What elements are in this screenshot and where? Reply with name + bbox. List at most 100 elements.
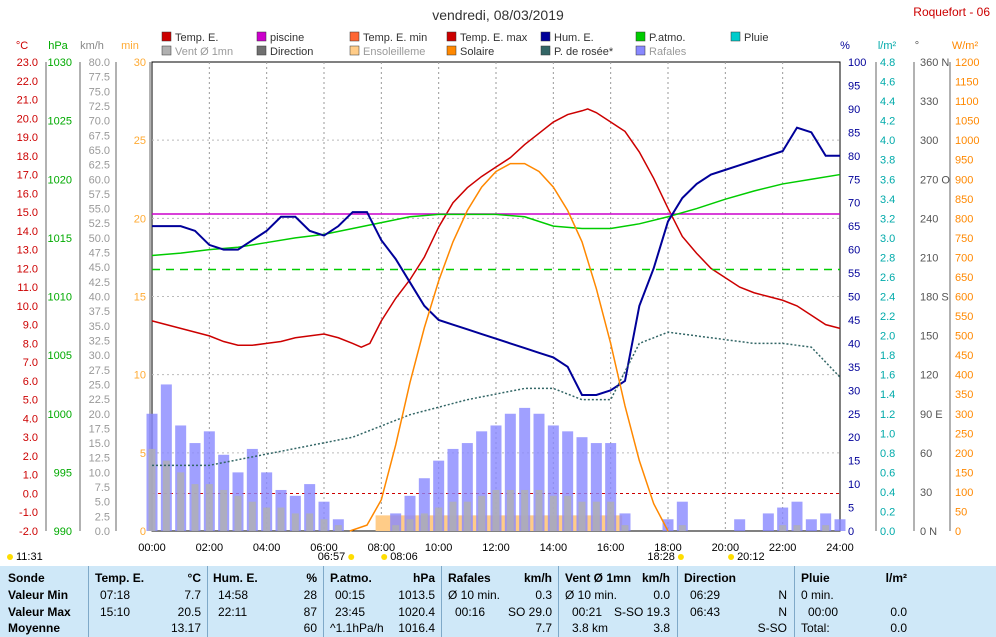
humidity-axis-tick: 55 bbox=[848, 268, 860, 280]
temp-axis-tick: 17.0 bbox=[17, 170, 38, 182]
wind-axis-tick: 40.0 bbox=[89, 292, 110, 304]
wind-bar bbox=[318, 501, 330, 531]
legend-swatch bbox=[635, 45, 646, 56]
hour-label: 02:00 bbox=[196, 542, 224, 554]
dir-min-time: 06:29 bbox=[690, 588, 721, 602]
temp-axis-tick: 9.0 bbox=[23, 320, 38, 332]
rain-axis-tick: 4.2 bbox=[880, 116, 895, 128]
wind-axis-tick: 70.0 bbox=[89, 116, 110, 128]
wind-bar bbox=[676, 501, 688, 531]
pluie-unit: l/m² bbox=[885, 571, 907, 585]
legend-swatch bbox=[540, 45, 551, 56]
temp-axis-tick: 8.0 bbox=[23, 338, 38, 350]
hour-label: 00:00 bbox=[138, 542, 166, 554]
legend-label: Vent Ø 1mn bbox=[175, 46, 233, 58]
temp-max-time: 15:10 bbox=[100, 605, 131, 619]
hour-label: 16:00 bbox=[597, 542, 625, 554]
patmo-min-time: 00:15 bbox=[335, 588, 366, 602]
row-label-avg: Moyenne bbox=[8, 621, 61, 635]
direction-axis-tick: 0 N bbox=[920, 526, 937, 538]
temperature-line bbox=[151, 108, 841, 348]
hum-min-value: 28 bbox=[303, 588, 317, 602]
solar-axis-tick: 550 bbox=[955, 311, 973, 323]
wind-bar bbox=[478, 495, 486, 531]
event-time-label: 06:57 bbox=[318, 551, 346, 560]
wind-bar bbox=[576, 437, 588, 531]
wind-bar bbox=[320, 519, 328, 531]
solar-axis-tick: 650 bbox=[955, 272, 973, 284]
wind-axis-tick: 30.0 bbox=[89, 350, 110, 362]
rain-axis-tick: 0.2 bbox=[880, 506, 895, 518]
direction-axis-tick: 360 N bbox=[920, 57, 949, 69]
humidity-axis-tick: 15 bbox=[848, 456, 860, 468]
sun-axis-tick: 10 bbox=[134, 370, 146, 382]
wind-bar bbox=[191, 484, 199, 531]
temp-axis-tick: 20.0 bbox=[17, 113, 38, 125]
temp-axis-tick: 2.0 bbox=[23, 451, 38, 463]
solar-axis-tick: 250 bbox=[955, 428, 973, 440]
solar-axis-tick: 200 bbox=[955, 448, 973, 460]
solar-axis-tick: 750 bbox=[955, 233, 973, 245]
hour-label: 22:00 bbox=[769, 542, 797, 554]
wind-axis-tick: 52.5 bbox=[89, 218, 110, 230]
vent-unit: km/h bbox=[641, 571, 670, 585]
wind-axis-tick: 65.0 bbox=[89, 145, 110, 157]
solar-axis-tick: 900 bbox=[955, 174, 973, 186]
wind-bar bbox=[492, 489, 500, 531]
wind-bar bbox=[234, 495, 242, 531]
wind-bar bbox=[793, 525, 801, 531]
temp-min-time: 07:18 bbox=[100, 588, 131, 602]
wind-bar bbox=[205, 484, 213, 531]
wind-bar bbox=[277, 507, 285, 531]
wind-axis-tick: 15.0 bbox=[89, 438, 110, 450]
column-divider bbox=[441, 566, 442, 637]
hum-min-time: 14:58 bbox=[218, 588, 249, 602]
direction-axis-tick: 30 bbox=[920, 487, 932, 499]
temp-avg-value: 13.17 bbox=[170, 621, 201, 635]
temp-axis-tick: 1.0 bbox=[23, 470, 38, 482]
wind-bar bbox=[246, 448, 258, 531]
dir-max-value: N bbox=[778, 605, 787, 619]
legend-label: piscine bbox=[270, 32, 304, 44]
event-time-label: 11:31 bbox=[16, 551, 43, 560]
solar-line bbox=[349, 162, 669, 532]
legend-label: Temp. E. bbox=[175, 32, 218, 44]
rain-axis-tick: 2.6 bbox=[880, 272, 895, 284]
rain-axis-tick: 0.6 bbox=[880, 467, 895, 479]
sun-axis-tick: 0 bbox=[140, 526, 146, 538]
wind-axis-tick: 27.5 bbox=[89, 365, 110, 377]
rain-axis-tick: 3.6 bbox=[880, 174, 895, 186]
humidity-axis-tick: 100 bbox=[848, 57, 866, 69]
rain-axis-tick: 3.2 bbox=[880, 213, 895, 225]
humidity-axis-tick: 0 bbox=[848, 526, 854, 538]
pressure-axis-tick: 990 bbox=[54, 526, 72, 538]
dir-min-value: N bbox=[778, 588, 787, 602]
humidity-axis-tick: 25 bbox=[848, 409, 860, 421]
wind-bar bbox=[777, 507, 789, 531]
column-divider bbox=[207, 566, 208, 637]
wind-bar bbox=[220, 489, 228, 531]
wind-axis-tick: 37.5 bbox=[89, 306, 110, 318]
event-moonset-icon bbox=[728, 554, 735, 560]
wind-bar bbox=[148, 448, 156, 531]
patmo-min-value: 1013.5 bbox=[398, 588, 435, 602]
unit-label: W/m² bbox=[952, 40, 979, 52]
temp-axis-tick: 16.0 bbox=[17, 188, 38, 200]
wind-axis-tick: 45.0 bbox=[89, 262, 110, 274]
wind-bar bbox=[791, 501, 803, 531]
temp-axis-tick: 22.0 bbox=[17, 76, 38, 88]
legend-label: P.atmo. bbox=[649, 32, 686, 44]
vent-min-label: Ø 10 min. bbox=[565, 588, 618, 602]
hour-label: 24:00 bbox=[826, 542, 854, 554]
vent-header: Vent Ø 1mn bbox=[565, 571, 632, 585]
humidity-axis-tick: 45 bbox=[848, 315, 860, 327]
legend-swatch bbox=[349, 31, 360, 42]
rain-axis-tick: 2.4 bbox=[880, 292, 895, 304]
temp-unit: °C bbox=[187, 571, 201, 585]
wind-bar bbox=[533, 413, 545, 531]
patmo-header: P.atmo. bbox=[330, 571, 372, 585]
temp-axis-tick: 23.0 bbox=[17, 57, 38, 69]
humidity-axis-tick: 40 bbox=[848, 338, 860, 350]
humidity-axis-tick: 20 bbox=[848, 432, 860, 444]
temp-axis-tick: 7.0 bbox=[23, 357, 38, 369]
